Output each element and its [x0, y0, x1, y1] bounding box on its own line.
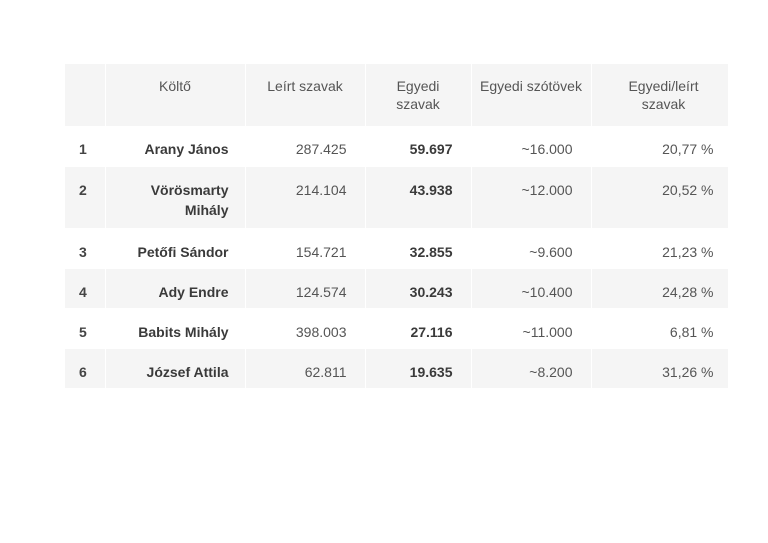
- table-row: 3 Petőfi Sándor 154.721 32.855 ~9.600 21…: [65, 228, 729, 269]
- cell-unique-ratio: 24,28 %: [591, 268, 729, 309]
- cell-rank: 4: [65, 268, 106, 309]
- cell-poet: József Attila: [105, 348, 246, 389]
- cell-poet: Petőfi Sándor: [105, 228, 246, 269]
- cell-written-words: 62.811: [245, 348, 366, 389]
- cell-rank: 3: [65, 228, 106, 269]
- cell-poet-text: Vörösmarty Mihály: [150, 181, 229, 218]
- cell-unique-ratio: 20,52 %: [591, 166, 729, 229]
- table-row: 6 József Attila 62.811 19.635 ~8.200 31,…: [65, 348, 729, 389]
- cell-written-words: 214.104: [245, 166, 366, 229]
- cell-written-words: 124.574: [245, 268, 366, 309]
- cell-unique-stems: ~16.000: [471, 126, 592, 167]
- cell-rank: 1: [65, 126, 106, 167]
- cell-rank: 2: [65, 166, 106, 229]
- cell-rank: 5: [65, 308, 106, 349]
- table-row: 2 Vörösmarty Mihály 214.104 43.938 ~12.0…: [65, 166, 729, 229]
- header-unique-ratio: Egyedi/leírt szavak: [591, 64, 729, 126]
- cell-unique-stems: ~8.200: [471, 348, 592, 389]
- cell-poet: Babits Mihály: [105, 308, 246, 349]
- cell-unique-ratio: 31,26 %: [591, 348, 729, 389]
- table-row: 4 Ady Endre 124.574 30.243 ~10.400 24,28…: [65, 268, 729, 309]
- cell-unique-stems: ~12.000: [471, 166, 592, 229]
- table-row: 1 Arany János 287.425 59.697 ~16.000 20,…: [65, 126, 729, 167]
- cell-unique-words: 19.635: [365, 348, 472, 389]
- table-row: 5 Babits Mihály 398.003 27.116 ~11.000 6…: [65, 308, 729, 349]
- cell-unique-stems: ~10.400: [471, 268, 592, 309]
- cell-unique-words: 43.938: [365, 166, 472, 229]
- cell-written-words: 398.003: [245, 308, 366, 349]
- header-written-words: Leírt szavak: [245, 64, 366, 126]
- cell-unique-stems: ~11.000: [471, 308, 592, 349]
- cell-poet: Arany János: [105, 126, 246, 167]
- header-poet: Költő: [105, 64, 246, 126]
- poets-word-table-container: Költő Leírt szavak Egyedi szavak Egyedi …: [65, 64, 729, 389]
- cell-unique-stems: ~9.600: [471, 228, 592, 269]
- cell-unique-words: 27.116: [365, 308, 472, 349]
- cell-written-words: 287.425: [245, 126, 366, 167]
- cell-rank: 6: [65, 348, 106, 389]
- cell-unique-words: 59.697: [365, 126, 472, 167]
- header-rank: [65, 64, 106, 126]
- table-header-row: Költő Leírt szavak Egyedi szavak Egyedi …: [65, 64, 729, 126]
- header-unique-stems: Egyedi szótövek: [471, 64, 592, 126]
- cell-unique-ratio: 21,23 %: [591, 228, 729, 269]
- cell-written-words: 154.721: [245, 228, 366, 269]
- cell-unique-words: 30.243: [365, 268, 472, 309]
- cell-poet: Vörösmarty Mihály: [105, 166, 246, 229]
- cell-unique-ratio: 6,81 %: [591, 308, 729, 349]
- cell-poet: Ady Endre: [105, 268, 246, 309]
- cell-unique-words: 32.855: [365, 228, 472, 269]
- poets-word-table: Költő Leírt szavak Egyedi szavak Egyedi …: [65, 64, 729, 389]
- header-unique-words: Egyedi szavak: [365, 64, 472, 126]
- cell-unique-ratio: 20,77 %: [591, 126, 729, 167]
